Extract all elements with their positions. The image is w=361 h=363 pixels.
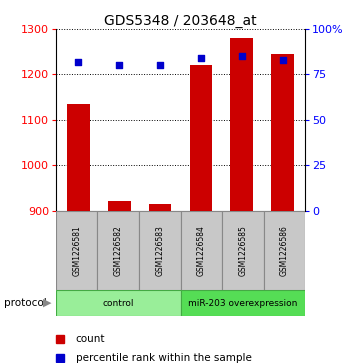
Text: GSM1226581: GSM1226581 — [72, 225, 81, 276]
Bar — [97, 211, 139, 290]
Bar — [222, 211, 264, 290]
Text: GSM1226583: GSM1226583 — [155, 225, 164, 276]
Text: ▶: ▶ — [43, 298, 51, 308]
Point — [157, 62, 163, 68]
Text: GSM1226582: GSM1226582 — [114, 225, 123, 276]
Bar — [108, 200, 131, 211]
Text: GSM1226585: GSM1226585 — [238, 225, 247, 276]
Bar — [56, 211, 97, 290]
Point — [116, 62, 122, 68]
Bar — [67, 104, 90, 211]
Bar — [264, 211, 305, 290]
Bar — [180, 290, 305, 316]
Point — [75, 59, 81, 65]
Bar — [180, 211, 222, 290]
Bar — [149, 204, 171, 211]
Text: count: count — [76, 334, 105, 344]
Bar — [271, 54, 294, 211]
Bar — [56, 290, 180, 316]
Text: GSM1226584: GSM1226584 — [197, 225, 206, 276]
Bar — [139, 211, 180, 290]
Text: GSM1226586: GSM1226586 — [280, 225, 289, 276]
Point — [198, 55, 204, 61]
Point — [239, 53, 245, 59]
Text: protocol: protocol — [4, 298, 46, 308]
Text: percentile rank within the sample: percentile rank within the sample — [76, 352, 252, 363]
Text: miR-203 overexpression: miR-203 overexpression — [188, 299, 297, 307]
Bar — [190, 65, 212, 211]
Title: GDS5348 / 203648_at: GDS5348 / 203648_at — [104, 14, 257, 28]
Bar — [230, 38, 253, 211]
Text: control: control — [103, 299, 134, 307]
Point — [280, 57, 286, 63]
